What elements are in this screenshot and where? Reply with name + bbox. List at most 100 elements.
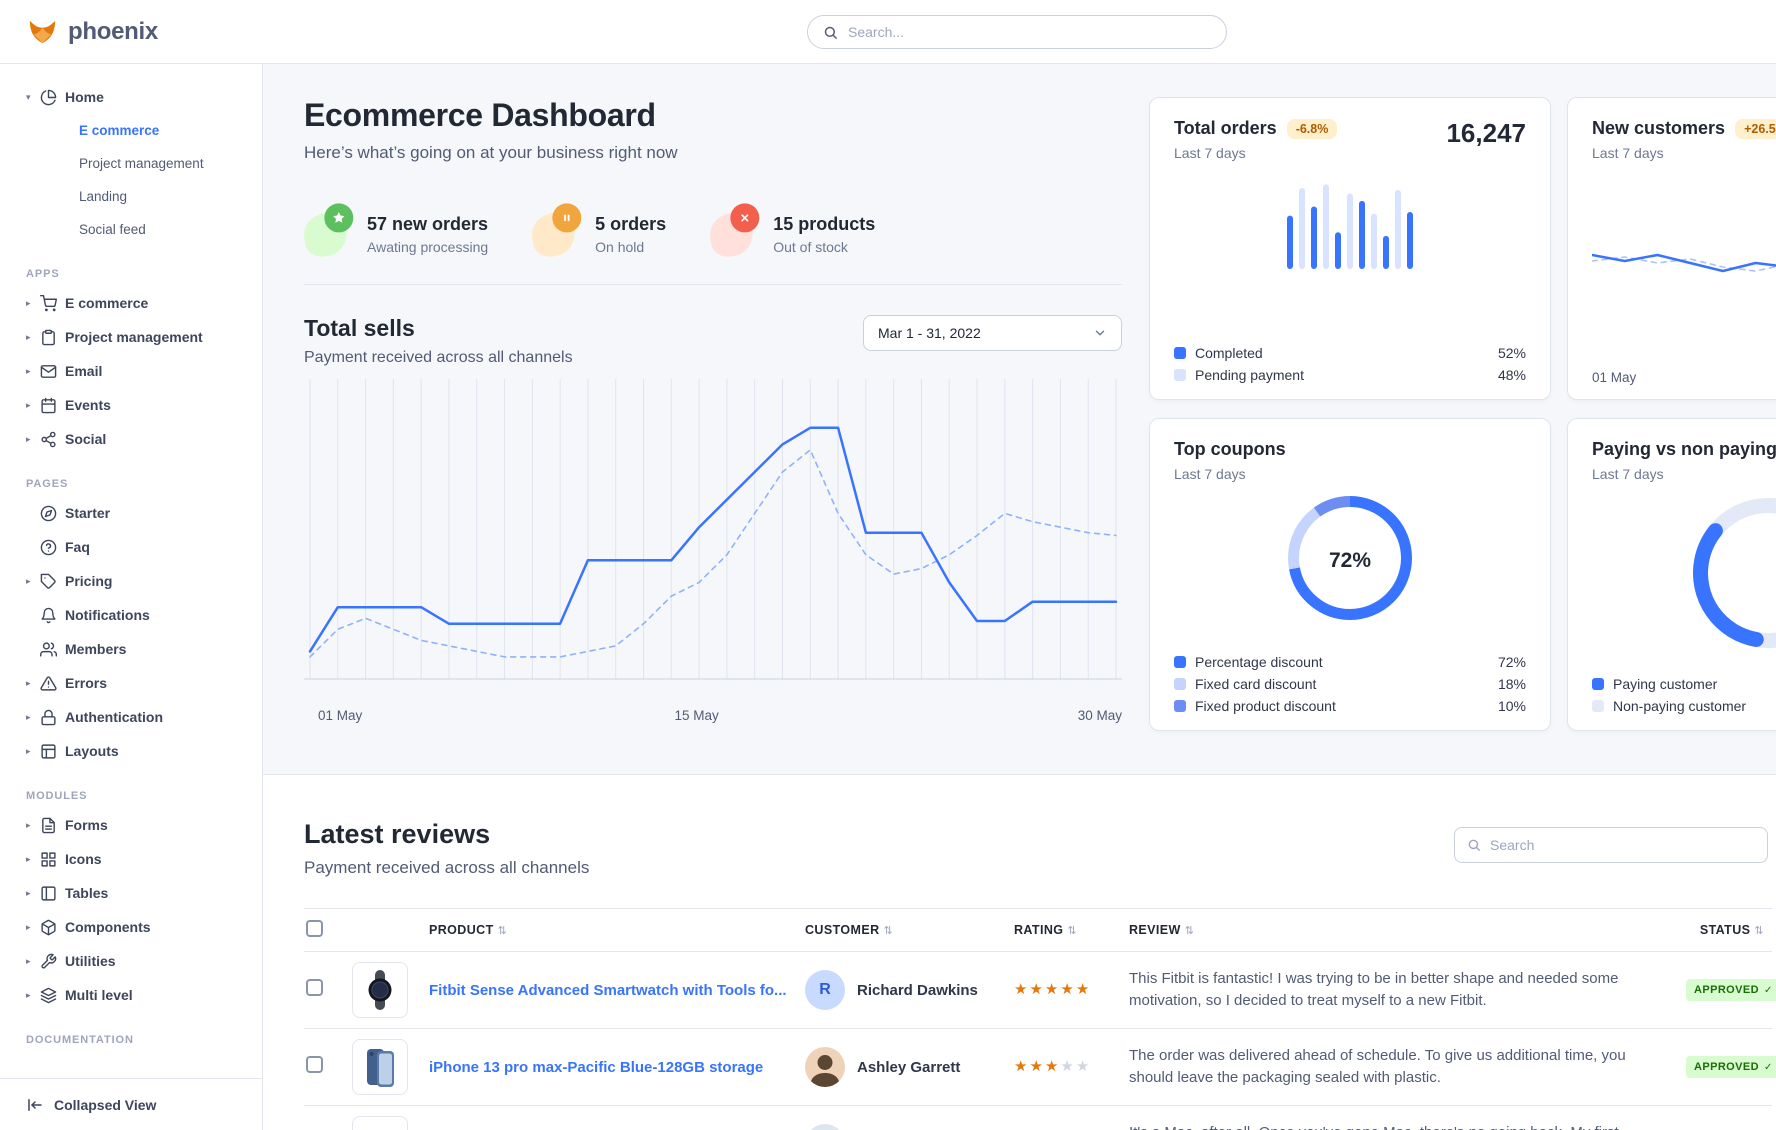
sidebar-item-label: Icons — [65, 851, 102, 867]
sidebar-item-label: Tables — [65, 885, 109, 901]
sidebar-item-icons[interactable]: ▸ Icons — [0, 842, 262, 876]
sidebar-item-project-management[interactable]: ▸ Project management — [0, 320, 262, 354]
sidebar-item-forms[interactable]: ▸ Forms — [0, 808, 262, 842]
reviews-search[interactable] — [1454, 827, 1768, 863]
caret-right-icon: ▸ — [26, 399, 31, 410]
caret-right-icon: ▸ — [26, 745, 31, 756]
product-image[interactable] — [352, 1039, 408, 1095]
table-header-row: PRODUCT ⇅ CUSTOMER ⇅ RATING ⇅ REVIEW ⇅ STATUS ⇅ — [304, 908, 1772, 952]
product-image[interactable] — [352, 962, 408, 1018]
clipboard-icon — [40, 329, 57, 346]
collapsed-view-button[interactable]: Collapsed View — [0, 1078, 262, 1130]
sort-icon: ⇅ — [1754, 925, 1764, 937]
sidebar-section-label: DOCUMENTATION — [26, 1034, 134, 1046]
reviews-title: Latest reviews — [304, 819, 491, 849]
avatar: R — [805, 970, 845, 1010]
shopping-cart-icon — [40, 294, 57, 312]
total-sells-chart — [304, 379, 1122, 680]
total-sells-subtitle: Payment received across all channels — [304, 349, 573, 366]
sidebar-item-label: Layouts — [65, 743, 119, 759]
sidebar-subitem-project-management[interactable]: Project management — [79, 156, 204, 171]
dashboard-left-column: Ecommerce Dashboard Here’s what’s going … — [300, 97, 1122, 774]
search-icon — [823, 25, 838, 40]
column-header-product[interactable]: PRODUCT ⇅ — [421, 908, 797, 952]
layers-icon — [40, 987, 57, 1004]
card-legend: Percentage discount 72% Fixed card disco… — [1174, 648, 1526, 714]
legend-value: 18% — [1497, 676, 1526, 692]
sidebar-item-errors[interactable]: ▸ Errors — [0, 666, 262, 700]
status-badge: APPROVED ✓ — [1686, 979, 1776, 1001]
sidebar-item-components[interactable]: ▸ Components — [0, 910, 262, 944]
sidebar-item-label: Components — [65, 919, 151, 935]
sidebar-item-layouts[interactable]: ▸ Layouts — [0, 734, 262, 768]
row-checkbox[interactable] — [306, 1056, 323, 1073]
column-header-customer[interactable]: CUSTOMER ⇅ — [797, 908, 1006, 952]
sidebar-item-email[interactable]: ▸ Email — [0, 354, 262, 388]
x-axis-labels: 01 May 15 May 30 May — [304, 708, 1122, 728]
sort-icon: ⇅ — [497, 925, 508, 937]
product-link[interactable]: iPhone 13 pro max-Pacific Blue-128GB sto… — [429, 1058, 764, 1076]
stat-value: 57 new orders — [367, 214, 489, 234]
sidebar-item-tables[interactable]: ▸ Tables — [0, 876, 262, 910]
legend-value: 10% — [1497, 698, 1526, 714]
sidebar-item-label: Notifications — [65, 607, 150, 623]
sidebar-subitem-landing[interactable]: Landing — [79, 189, 128, 204]
reviews-search-input[interactable] — [1490, 837, 1755, 853]
sidebar-item-e-commerce[interactable]: ▸ E commerce — [0, 286, 262, 320]
collapsed-view-label: Collapsed View — [54, 1096, 157, 1113]
total-orders-value: 16,247 — [1446, 118, 1526, 148]
caret-right-icon: ▸ — [26, 819, 31, 830]
top-coupons-chart — [1288, 496, 1412, 620]
total-sells-title: Total sells — [304, 315, 415, 341]
column-header-rating[interactable]: RATING ⇅ — [1006, 908, 1121, 952]
sidebar-section-label: MODULES — [26, 790, 88, 802]
sidebar-item-events[interactable]: ▸ Events — [0, 388, 262, 422]
customer-name: Ashley Garrett — [857, 1058, 961, 1076]
stats-row: 57 new orders Awating processing 5 order… — [300, 203, 1122, 260]
sidebar-item-authentication[interactable]: ▸ Authentication — [0, 700, 262, 734]
users-icon — [40, 641, 57, 658]
column-header-status[interactable]: STATUS ⇅ — [1678, 908, 1772, 952]
sidebar-item-notifications[interactable]: Notifications — [0, 598, 262, 632]
divider — [304, 284, 1122, 285]
sidebar-item-utilities[interactable]: ▸ Utilities — [0, 944, 262, 978]
topbar-search-input[interactable] — [848, 24, 1211, 40]
sidebar-subitem-e-commerce[interactable]: E commerce — [79, 123, 160, 138]
legend-label: Fixed card discount — [1195, 676, 1317, 692]
sidebar-item-multi-level[interactable]: ▸ Multi level — [0, 978, 262, 1012]
sidebar: ▾ Home E commerce Project management Landin… — [0, 64, 263, 1130]
date-range-value: Mar 1 - 31, 2022 — [878, 325, 981, 341]
card-period: Last 7 days — [1174, 145, 1246, 161]
layout-icon — [40, 743, 57, 760]
brand-logo[interactable]: phoenix — [26, 15, 158, 48]
card-title: Total orders — [1174, 118, 1277, 138]
legend-value: 52% — [1497, 345, 1526, 361]
caret-right-icon: ▸ — [26, 711, 31, 722]
product-image[interactable] — [352, 1116, 408, 1130]
select-all-checkbox[interactable] — [306, 920, 323, 937]
legend-label: Percentage discount — [1195, 654, 1323, 670]
status-badge: APPROVED ✓ — [1686, 1056, 1776, 1078]
table-icon — [40, 885, 57, 902]
topbar-search[interactable] — [807, 15, 1227, 49]
stat-out-of-stock: 15 products Out of stock — [706, 203, 875, 260]
sidebar-item-home[interactable]: ▾ Home — [0, 80, 262, 114]
share-2-icon — [40, 431, 57, 448]
row-checkbox[interactable] — [306, 979, 323, 996]
sidebar-item-social[interactable]: ▸ Social — [0, 422, 262, 456]
date-range-select[interactable]: Mar 1 - 31, 2022 — [863, 315, 1122, 351]
x-tick: 30 May — [1077, 708, 1122, 723]
bell-icon — [40, 607, 57, 624]
paying-vs-nonpaying-card: Paying vs non paying Last 7 days Paying … — [1567, 418, 1776, 731]
sidebar-item-label: Multi level — [65, 987, 133, 1003]
check-icon: ✓ — [1763, 1061, 1773, 1073]
caret-right-icon: ▸ — [26, 853, 31, 864]
sidebar-item-faq[interactable]: Faq — [0, 530, 262, 564]
avatar — [805, 1047, 845, 1087]
sidebar-item-members[interactable]: Members — [0, 632, 262, 666]
sidebar-subitem-social-feed[interactable]: Social feed — [79, 222, 146, 237]
sidebar-item-pricing[interactable]: ▸ Pricing — [0, 564, 262, 598]
column-header-review[interactable]: REVIEW ⇅ — [1121, 908, 1678, 952]
product-link[interactable]: Fitbit Sense Advanced Smartwatch with To… — [429, 981, 787, 999]
sidebar-item-starter[interactable]: Starter — [0, 496, 262, 530]
